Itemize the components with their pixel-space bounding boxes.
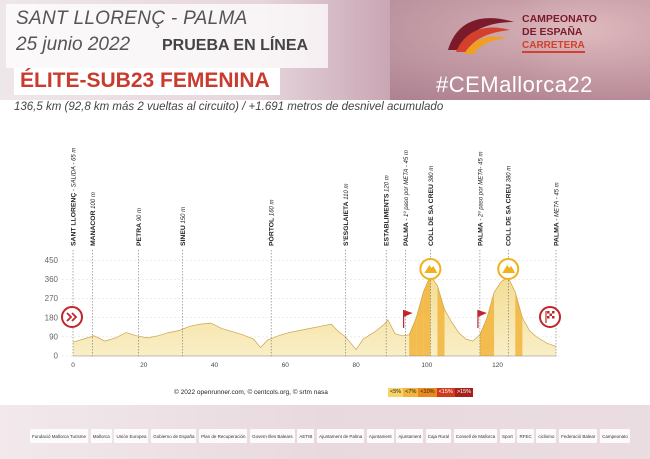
sponsor-logo: Plan de Recuperación [199,429,248,443]
x-tick-label: 0 [71,362,75,369]
logo-line-3: CARRETERA [522,40,585,53]
sponsor-logo: Govern Illes Balears [250,429,295,443]
legend-item: <10% [418,388,437,397]
logo-line-2: DE ESPAÑA [522,26,583,38]
y-tick-label: 90 [49,332,58,341]
x-tick-label: 20 [140,362,148,369]
climb-mountain-icon [497,258,520,280]
sponsor-logo: AETIB [297,429,315,443]
sponsor-logos: Fundació Mallorca Turisme Mallorca Unión E… [30,424,630,448]
legend-item: <7% [403,388,419,397]
gradient-segment [409,317,417,356]
sponsor-logo: Sport [499,429,515,443]
finish-pass-flag-icon [477,310,487,328]
waypoint-label: PÒRTOL 160 m [267,199,276,246]
map-copyright: © 2022 openrunner.com, © centcols.org, ©… [174,389,328,396]
route-title: SANT LLORENÇ - PALMA [16,8,248,29]
sponsor-logo: Gobierno de España [151,429,197,443]
sponsor-logo: Ajuntament [366,429,394,443]
gradient-segment [515,292,523,356]
category-title: ÉLITE-SUB23 FEMENINA [20,69,270,92]
y-tick-label: 0 [54,352,59,361]
profile-outline [72,274,557,351]
sponsor-logo: Federació Balear [559,429,598,443]
legend-item: <5% [388,388,404,397]
waypoint-label: PALMA - 1º paso por META - 45 m [403,150,410,246]
waypoint-label: COLL DE SA CREU 380 m [506,166,513,246]
sponsor-logo: Fundació Mallorca Turisme [30,429,89,443]
y-tick-label: 270 [45,294,59,303]
climb-mountain-icon [419,258,442,280]
title-panel [6,4,328,68]
start-icon [61,306,83,328]
x-tick-label: 60 [282,362,290,369]
x-tick-label: 100 [421,362,432,369]
gradient-segment [423,275,431,356]
waypoint-label: SANT LLORENÇ - SALIDA - 65 m [71,148,78,246]
waypoint-label: S'ESGLAIETA 110 m [343,184,350,246]
gradient-segment [487,292,495,356]
race-type: PRUEBA EN LÍNEA [162,37,309,54]
x-tick-label: 80 [352,362,360,369]
legend-item: <15% [436,388,455,397]
x-tick-label: 120 [492,362,503,369]
sponsor-logo: RFEC [517,429,534,443]
y-tick-label: 450 [45,256,59,265]
campeonato-logo: CAMPEONATO DE ESPAÑA CARRETERA [444,10,634,56]
y-tick-label: 180 [45,313,59,322]
sponsor-logo: Mallorca [90,429,112,443]
sponsor-logo: Ajuntament [396,429,424,443]
sponsor-logo: ciclismo [536,429,557,443]
waypoint-label: PALMA - META - 45 m [554,182,561,246]
gradient-segment [479,317,487,356]
finish-pass-flag-icon [403,310,413,328]
waypoint-label: COLL DE SA CREU 380 m [428,166,435,246]
category-panel [14,68,280,95]
hashtag: #CEMallorca22 [436,72,593,97]
waypoint-label: MANACOR 100 m [90,192,97,246]
finish-flag-icon [539,306,561,328]
sponsor-logo: Caja Rural [425,429,452,443]
waypoint-label: ESTABLIMENTS 120 m [384,175,391,246]
legend-item: >15% [454,388,474,397]
waypoint-label: PALMA - 2º paso por META- 45 m [477,152,484,246]
y-tick-label: 360 [45,275,59,284]
campeonato-logo-icon [448,18,514,54]
sponsor-logo: Unión Europea [114,429,149,443]
sponsor-logo: Ajuntament de Palma [317,429,365,443]
profile-area [73,275,556,356]
race-date: 25 junio 2022 [16,34,131,55]
route-subtitle: 136,5 km (92,8 km más 2 vueltas al circu… [14,101,444,113]
x-tick-label: 40 [211,362,219,369]
elevation-profile-chart: SANT LLORENÇ - SALIDA - 65 m MANACOR 100 … [45,148,561,369]
waypoint-label: PETRA 90 m [136,208,143,246]
gradient-legend: <5% <7% <10% <15% >15% [388,388,474,397]
gradient-segment [416,292,424,356]
logo-line-1: CAMPEONATO [522,13,597,25]
sponsor-logo: Campeonato [600,429,630,443]
sponsor-logo: Consell de Mallorca [453,429,498,443]
waypoint-label: SINEU 150 m [180,207,187,246]
